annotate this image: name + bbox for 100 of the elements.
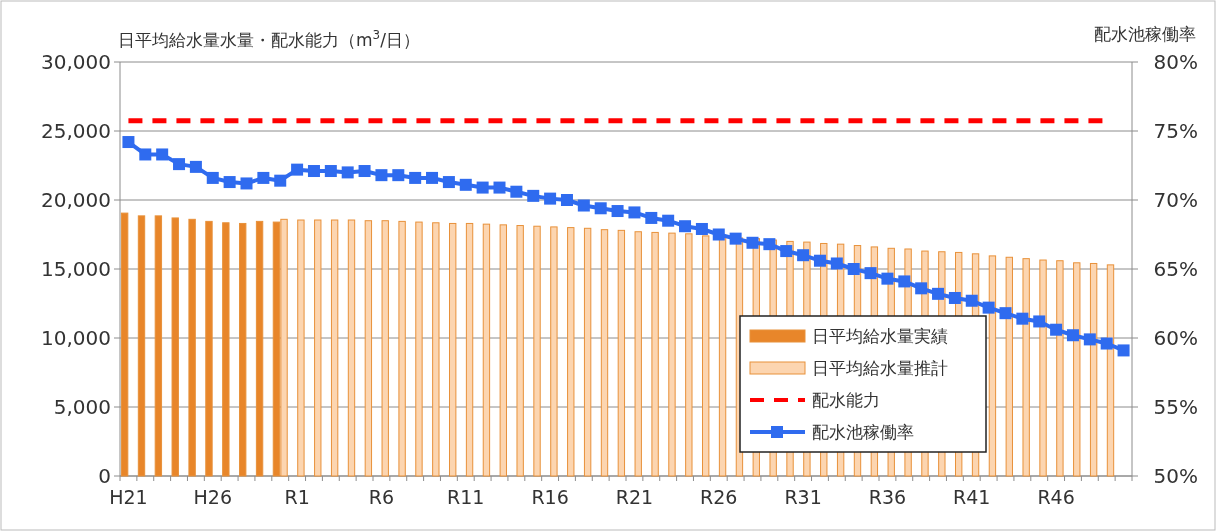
point <box>611 205 624 218</box>
legend-label: 配水能力 <box>812 390 880 410</box>
point <box>864 267 877 280</box>
point <box>1117 344 1130 357</box>
point <box>932 287 945 300</box>
point <box>291 163 304 176</box>
bar <box>1039 259 1047 477</box>
y-tick-label: 0 <box>98 464 111 488</box>
y2-tick-label: 55% <box>1153 395 1198 419</box>
point <box>577 199 590 212</box>
point <box>358 165 371 178</box>
point <box>881 272 894 285</box>
bar <box>516 225 524 477</box>
bar <box>1106 264 1115 477</box>
point <box>1033 315 1046 328</box>
bar <box>239 222 247 477</box>
point <box>645 211 658 224</box>
bar <box>702 235 710 477</box>
bar <box>1089 262 1098 477</box>
y-tick-label: 5,000 <box>53 395 111 419</box>
y2-tick-label: 50% <box>1153 464 1198 488</box>
y2-axis-title: 配水池稼働率 <box>1094 24 1196 44</box>
point <box>442 176 455 189</box>
point <box>1050 323 1063 336</box>
point <box>628 206 641 219</box>
bar <box>718 236 727 477</box>
y2-tick-label: 80% <box>1153 50 1198 74</box>
bar <box>1056 260 1064 477</box>
point <box>847 263 860 275</box>
point <box>324 165 337 178</box>
bar <box>567 227 575 477</box>
bar <box>364 220 373 477</box>
x-tick-label: R46 <box>1037 486 1075 508</box>
x-tick-label: R11 <box>447 486 485 508</box>
point <box>830 257 843 270</box>
point <box>544 192 557 205</box>
bar <box>188 218 196 477</box>
x-tick-label: R26 <box>700 486 738 508</box>
x-tick-label: R41 <box>953 486 991 508</box>
bar <box>685 233 693 477</box>
point <box>223 176 236 189</box>
point <box>527 189 540 202</box>
y2-tick-label: 60% <box>1153 326 1198 350</box>
bar <box>1005 256 1013 477</box>
bar <box>499 224 507 477</box>
point <box>139 148 152 161</box>
bar <box>482 223 491 477</box>
point <box>780 245 793 258</box>
x-tick-label: R31 <box>784 486 822 508</box>
point <box>392 169 405 182</box>
bar <box>1022 258 1030 477</box>
point <box>274 174 287 187</box>
bar <box>314 219 322 477</box>
point <box>712 228 725 241</box>
point <box>797 249 810 262</box>
bar <box>634 231 642 477</box>
point <box>662 214 675 227</box>
bar <box>668 232 676 477</box>
point <box>493 181 506 194</box>
point <box>476 181 489 194</box>
bar <box>988 255 997 477</box>
point <box>948 291 961 304</box>
bar <box>280 218 288 477</box>
y-tick-label: 15,000 <box>41 257 111 281</box>
point <box>375 169 388 182</box>
point <box>982 301 995 314</box>
y2-tick-label: 75% <box>1153 119 1198 143</box>
point <box>122 136 135 149</box>
x-tick-label: H26 <box>193 486 232 508</box>
point <box>206 171 219 184</box>
point <box>729 232 742 245</box>
bar <box>1073 262 1081 477</box>
y-tick-label: 30,000 <box>41 50 111 74</box>
legend-label: 日平均給水量実績 <box>812 326 948 346</box>
point <box>999 307 1012 320</box>
point <box>307 165 320 178</box>
point <box>560 194 573 206</box>
point <box>426 171 439 184</box>
point <box>459 178 472 191</box>
point <box>409 171 422 184</box>
bar <box>432 222 440 477</box>
point <box>763 238 776 251</box>
x-tick-label: R6 <box>368 486 395 508</box>
point <box>898 275 911 288</box>
x-tick-label: R16 <box>531 486 569 508</box>
bar <box>120 212 129 477</box>
point <box>965 294 978 307</box>
bar <box>137 215 146 477</box>
point <box>915 282 928 295</box>
legend-label: 配水池稼働率 <box>812 422 914 442</box>
bar <box>255 220 264 477</box>
point <box>341 166 354 179</box>
x-tick-label: R1 <box>284 486 310 508</box>
bar <box>222 222 230 477</box>
point <box>695 222 708 235</box>
point <box>1016 312 1029 325</box>
bar <box>550 226 558 477</box>
x-tick-label: R36 <box>868 486 907 508</box>
x-tick-label: H21 <box>109 486 148 508</box>
y-tick-label: 25,000 <box>41 119 111 143</box>
